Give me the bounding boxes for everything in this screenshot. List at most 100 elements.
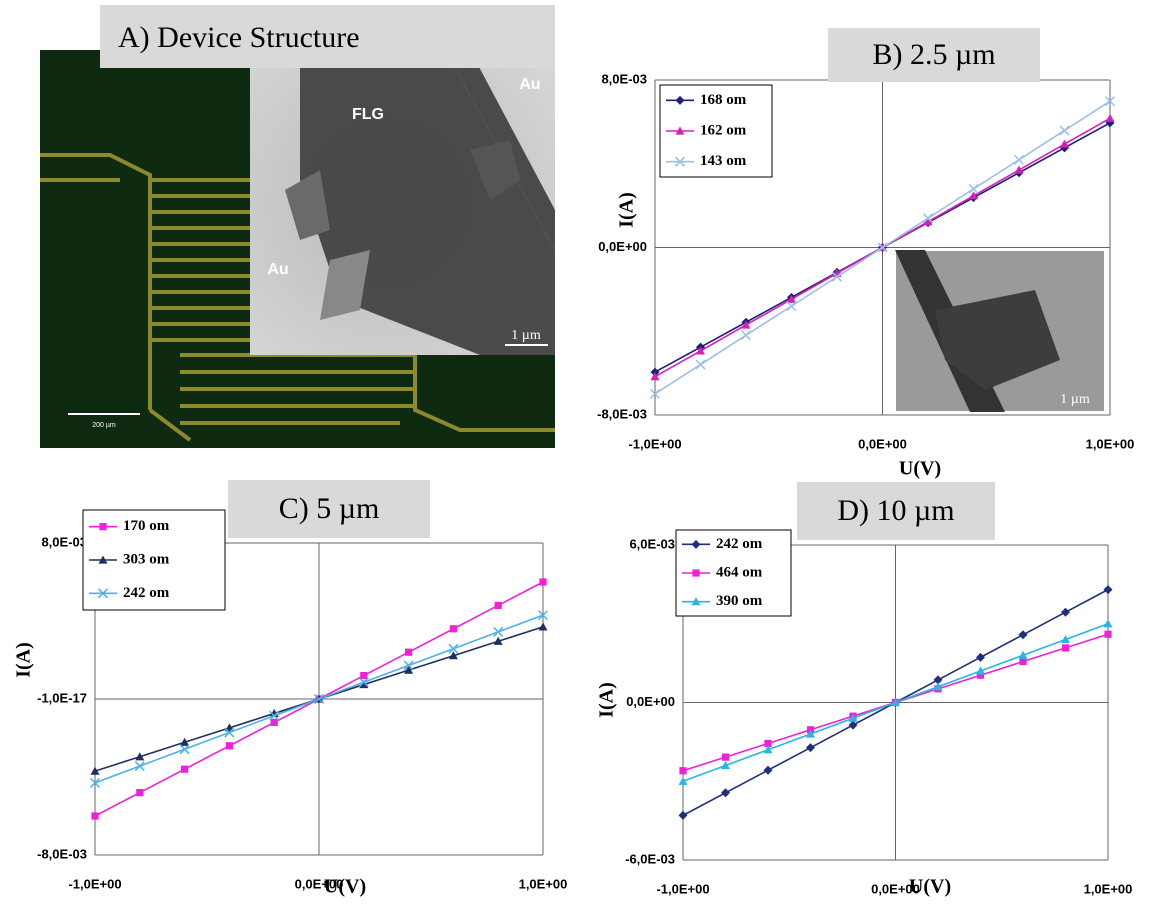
data-point — [976, 666, 985, 675]
x-tick-label: 0,0E+00 — [858, 436, 907, 451]
data-point — [786, 301, 797, 312]
data-point — [848, 713, 858, 722]
legend-marker — [675, 126, 685, 135]
data-point — [696, 346, 705, 355]
data-point — [695, 359, 706, 370]
data-point — [891, 698, 900, 707]
data-point — [922, 213, 934, 224]
data-point — [1061, 644, 1070, 652]
scale-label: 200 µm — [92, 422, 116, 429]
inset-flake — [935, 290, 1060, 390]
data-point — [763, 765, 773, 775]
electrode-label: Au — [519, 76, 540, 93]
data-point — [679, 767, 687, 775]
data-point — [1019, 657, 1027, 666]
data-point — [537, 610, 549, 621]
data-point — [225, 742, 233, 750]
chart: -8,0E-03 0,0E+00 8,0E-03 -1,0E+00 0,0E+00 1,0… — [597, 28, 1134, 480]
data-point — [721, 753, 730, 761]
data-point — [1014, 165, 1024, 174]
data-point — [1103, 619, 1113, 628]
x-tick-label: -1,0E+00 — [656, 881, 709, 896]
title-box — [228, 480, 430, 538]
data-point — [787, 294, 796, 303]
data-point — [448, 643, 459, 654]
chart-title: D) 10 µm — [837, 494, 954, 527]
data-point — [877, 242, 888, 253]
data-point — [493, 626, 504, 637]
data-point — [848, 720, 858, 730]
legend-label: 162 om — [700, 122, 747, 138]
y-tick-label: -6,0E-03 — [625, 851, 675, 866]
data-point — [1060, 139, 1069, 148]
x-tick-label: 0,0E+00 — [871, 881, 920, 896]
flake-label: FLG — [352, 106, 384, 123]
data-point — [91, 812, 99, 820]
data-point — [181, 765, 189, 773]
data-point — [1061, 635, 1070, 644]
legend-label: 464 om — [716, 564, 763, 580]
data-point — [1018, 650, 1028, 659]
data-point — [136, 789, 144, 797]
data-point — [179, 744, 190, 755]
legend-marker — [691, 539, 701, 549]
legend-marker — [691, 597, 701, 606]
data-point — [134, 761, 145, 772]
legend-marker — [692, 569, 700, 577]
data-point — [1061, 607, 1070, 617]
x-axis-label: U(V) — [324, 876, 366, 898]
title-box — [100, 5, 555, 68]
flake-fragment — [285, 170, 330, 240]
data-point — [976, 671, 985, 679]
data-point — [360, 672, 368, 680]
data-point — [224, 727, 235, 738]
data-point — [1103, 585, 1113, 595]
title-box — [828, 28, 1040, 82]
inset-scale-label: 1 µm — [1060, 392, 1090, 407]
data-point — [969, 191, 978, 200]
data-point — [650, 367, 660, 377]
data-point — [405, 648, 413, 656]
y-axis-label: I(A) — [13, 642, 35, 678]
electrode-label: Au — [267, 261, 288, 278]
chart-title: C) 5 µm — [279, 492, 380, 525]
legend-label: 168 om — [700, 92, 747, 108]
y-tick-label: 6,0E-03 — [629, 536, 675, 551]
data-point — [494, 601, 502, 609]
data-point — [1013, 154, 1025, 165]
data-point — [180, 737, 190, 746]
data-point — [976, 652, 985, 662]
data-point — [538, 622, 548, 631]
data-point — [1018, 630, 1028, 640]
data-point — [135, 752, 145, 761]
x-tick-label: 1,0E+00 — [519, 876, 568, 891]
data-point — [403, 660, 414, 671]
data-point — [721, 761, 730, 770]
data-point — [313, 693, 325, 705]
data-point — [1105, 113, 1115, 122]
data-point — [763, 745, 773, 754]
y-tick-label: -8,0E-03 — [37, 846, 87, 861]
data-point — [90, 766, 100, 775]
data-point — [678, 810, 688, 820]
data-point — [1104, 630, 1112, 638]
legend-marker — [97, 588, 109, 599]
data-point — [270, 718, 278, 726]
data-point — [1059, 125, 1070, 136]
data-point — [923, 217, 933, 226]
electrodes — [40, 153, 555, 442]
x-axis-label: U(V) — [909, 876, 951, 898]
panel-a: 200 µm FLG Au Au 1 µm A) Device Structur… — [40, 5, 555, 448]
y-axis-label: I(A) — [596, 682, 618, 718]
legend-marker — [99, 523, 107, 531]
data-point — [721, 788, 730, 798]
x-tick-label: 1,0E+00 — [1086, 436, 1135, 451]
legend-label: 170 om — [123, 518, 170, 534]
x-tick-label: 0,0E+00 — [295, 876, 344, 891]
legend-label: 242 om — [123, 585, 170, 601]
y-tick-label: 8,0E-03 — [41, 534, 87, 549]
x-tick-label: -1,0E+00 — [68, 876, 121, 891]
data-point — [448, 651, 458, 660]
y-tick-label: 8,0E-03 — [601, 71, 647, 86]
